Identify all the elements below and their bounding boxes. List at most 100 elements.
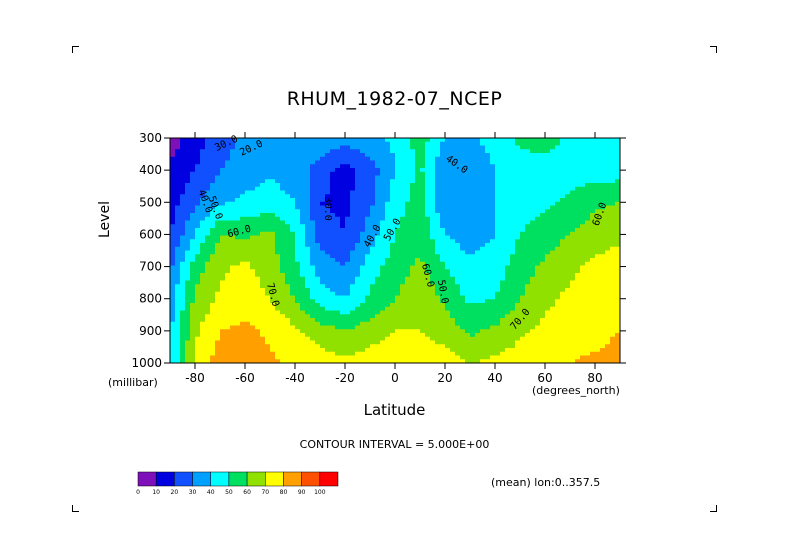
heatmap-cell bbox=[215, 333, 221, 338]
heatmap-cell bbox=[380, 205, 386, 210]
heatmap-cell bbox=[265, 329, 271, 334]
heatmap-cell bbox=[470, 258, 476, 263]
heatmap-cell bbox=[280, 216, 286, 221]
heatmap-cell bbox=[590, 329, 596, 334]
heatmap-cell bbox=[600, 321, 606, 326]
heatmap-cell bbox=[210, 141, 216, 146]
heatmap-cell bbox=[170, 276, 176, 281]
heatmap-cell bbox=[420, 239, 426, 244]
heatmap-cell bbox=[530, 138, 536, 143]
heatmap-cell bbox=[475, 295, 481, 300]
heatmap-cell bbox=[425, 138, 431, 143]
heatmap-cell bbox=[475, 250, 481, 255]
heatmap-cell bbox=[315, 250, 321, 255]
heatmap-cell bbox=[475, 201, 481, 206]
heatmap-cell bbox=[250, 269, 256, 274]
heatmap-cell bbox=[575, 243, 581, 248]
heatmap-cell bbox=[355, 284, 361, 289]
heatmap-cell bbox=[395, 284, 401, 289]
heatmap-cell bbox=[295, 160, 301, 165]
heatmap-cell bbox=[320, 183, 326, 188]
heatmap-cell bbox=[600, 250, 606, 255]
heatmap-cell bbox=[475, 243, 481, 248]
heatmap-cell bbox=[555, 138, 561, 143]
heatmap-cell bbox=[445, 273, 451, 278]
heatmap-cell bbox=[380, 254, 386, 259]
heatmap-cell bbox=[515, 213, 521, 218]
heatmap-cell bbox=[235, 198, 241, 203]
heatmap-cell bbox=[535, 269, 541, 274]
heatmap-cell bbox=[330, 239, 336, 244]
heatmap-cell bbox=[515, 160, 521, 165]
heatmap-cell bbox=[335, 254, 341, 259]
heatmap-cell bbox=[415, 306, 421, 311]
heatmap-cell bbox=[225, 220, 231, 225]
heatmap-cell bbox=[405, 153, 411, 158]
heatmap-cell bbox=[440, 138, 446, 143]
heatmap-cell bbox=[555, 340, 561, 345]
heatmap-cell bbox=[290, 303, 296, 308]
heatmap-cell bbox=[465, 280, 471, 285]
heatmap-cell bbox=[190, 344, 196, 349]
heatmap-cell bbox=[380, 299, 386, 304]
heatmap-cell bbox=[485, 325, 491, 330]
heatmap-cell bbox=[255, 183, 261, 188]
heatmap-cell bbox=[290, 246, 296, 251]
heatmap-cell bbox=[410, 321, 416, 326]
heatmap-cell bbox=[300, 201, 306, 206]
heatmap-cell bbox=[415, 198, 421, 203]
heatmap-cell bbox=[525, 340, 531, 345]
y-axis-unit: (millibar) bbox=[108, 376, 158, 389]
heatmap-cell bbox=[610, 306, 616, 311]
heatmap-cell bbox=[325, 201, 331, 206]
heatmap-cell bbox=[180, 254, 186, 259]
heatmap-cell bbox=[490, 183, 496, 188]
heatmap-cell bbox=[200, 314, 206, 319]
heatmap-cell bbox=[515, 246, 521, 251]
heatmap-cell bbox=[615, 303, 621, 308]
heatmap-cell bbox=[475, 171, 481, 176]
heatmap-cell bbox=[395, 325, 401, 330]
heatmap-cell bbox=[280, 261, 286, 266]
heatmap-cell bbox=[355, 265, 361, 270]
heatmap-cell bbox=[540, 190, 546, 195]
heatmap-cell bbox=[245, 209, 251, 214]
heatmap-cell bbox=[340, 179, 346, 184]
heatmap-cell bbox=[485, 243, 491, 248]
heatmap-cell bbox=[255, 291, 261, 296]
heatmap-cell bbox=[580, 175, 586, 180]
heatmap-cell bbox=[395, 198, 401, 203]
heatmap-cell bbox=[565, 258, 571, 263]
heatmap-cell bbox=[530, 306, 536, 311]
heatmap-cell bbox=[325, 310, 331, 315]
heatmap-cell bbox=[200, 261, 206, 266]
heatmap-cell bbox=[230, 280, 236, 285]
heatmap-cell bbox=[275, 243, 281, 248]
heatmap-cell bbox=[260, 153, 266, 158]
heatmap-cell bbox=[535, 235, 541, 240]
heatmap-cell bbox=[360, 261, 366, 266]
heatmap-cell bbox=[270, 141, 276, 146]
heatmap-cell bbox=[335, 329, 341, 334]
heatmap-cell bbox=[265, 224, 271, 229]
heatmap-cell bbox=[535, 194, 541, 199]
heatmap-cell bbox=[530, 295, 536, 300]
heatmap-cell bbox=[175, 183, 181, 188]
heatmap-cell bbox=[365, 261, 371, 266]
heatmap-cell bbox=[335, 246, 341, 251]
heatmap-cell bbox=[545, 314, 551, 319]
heatmap-cell bbox=[505, 220, 511, 225]
heatmap-cell bbox=[370, 145, 376, 150]
heatmap-cell bbox=[605, 194, 611, 199]
heatmap-cell bbox=[600, 299, 606, 304]
heatmap-cell bbox=[500, 303, 506, 308]
heatmap-cell bbox=[410, 291, 416, 296]
heatmap-cell bbox=[520, 186, 526, 191]
heatmap-cell bbox=[415, 265, 421, 270]
heatmap-cell bbox=[255, 231, 261, 236]
heatmap-cell bbox=[340, 231, 346, 236]
heatmap-cell bbox=[250, 325, 256, 330]
heatmap-cell bbox=[255, 198, 261, 203]
heatmap-cell bbox=[360, 250, 366, 255]
heatmap-cell bbox=[605, 299, 611, 304]
